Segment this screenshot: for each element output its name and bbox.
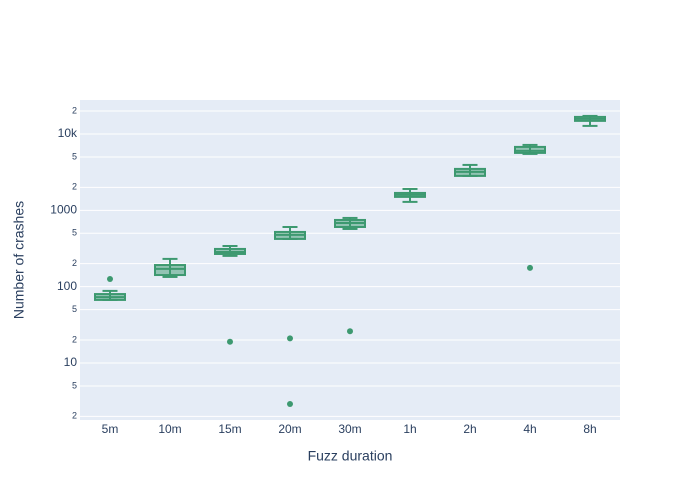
- x-tick-label: 1h: [403, 422, 416, 436]
- outlier: [347, 328, 353, 335]
- x-tick-label: 30m: [338, 422, 361, 436]
- y-tick-label: 10k: [58, 126, 78, 140]
- outlier: [227, 338, 233, 345]
- y-tick-label: 2: [72, 334, 77, 344]
- y-tick-label: 1000: [50, 203, 77, 217]
- y-axis-title: Number of crashes: [11, 201, 27, 319]
- x-tick-label: 8h: [583, 422, 596, 436]
- y-tick-label: 5: [72, 228, 77, 238]
- y-tick-label: 10: [64, 355, 78, 369]
- outlier: [107, 275, 113, 282]
- y-tick-label: 2: [72, 411, 77, 421]
- outlier: [287, 401, 293, 408]
- x-tick-label: 15m: [218, 422, 241, 436]
- x-tick-label: 20m: [278, 422, 301, 436]
- box: [154, 264, 186, 277]
- y-tick-label: 5: [72, 380, 77, 390]
- y-tick-label: 2: [72, 105, 77, 115]
- outlier: [527, 264, 533, 271]
- x-axis-title: Fuzz duration: [308, 448, 393, 464]
- y-tick-label: 2: [72, 182, 77, 192]
- y-tick-label: 100: [57, 279, 77, 293]
- x-tick-label: 2h: [463, 422, 476, 436]
- y-tick-label: 5: [72, 304, 77, 314]
- y-tick-label: 5: [72, 151, 77, 161]
- x-tick-label: 4h: [523, 422, 536, 436]
- x-tick-label: 10m: [158, 422, 181, 436]
- outlier: [287, 335, 293, 342]
- x-tick-label: 5m: [102, 422, 119, 436]
- y-tick-label: 2: [72, 258, 77, 268]
